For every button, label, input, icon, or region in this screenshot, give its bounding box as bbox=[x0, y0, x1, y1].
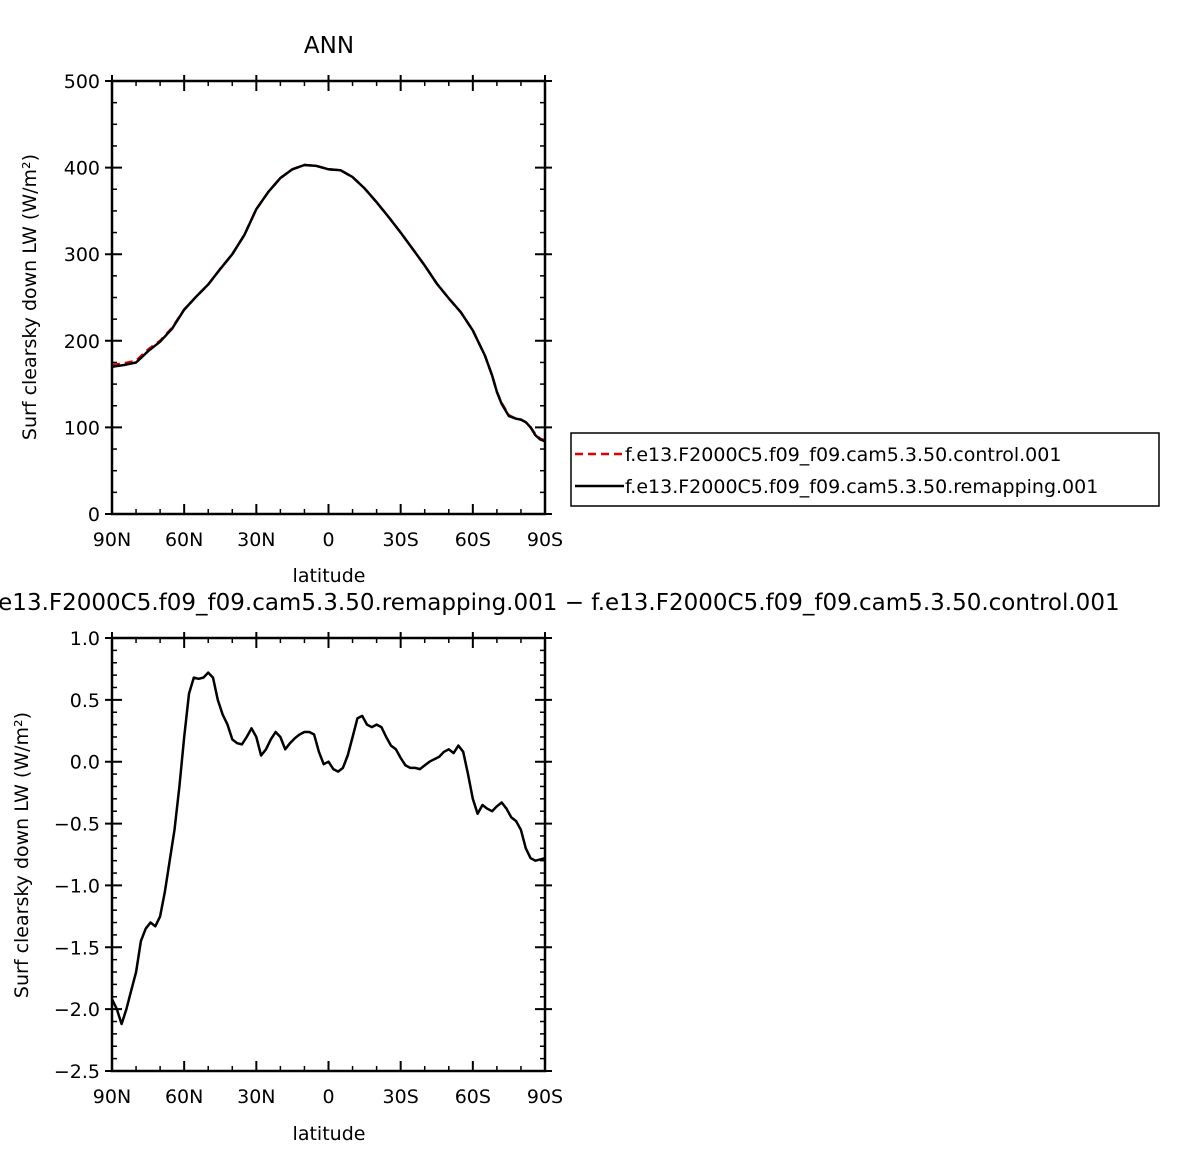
x-tick-label: 60N bbox=[165, 529, 203, 551]
series-line-f.e13.F2000C5.f09_f09.cam5.3.50.control.001 bbox=[111, 163, 546, 442]
legend-box bbox=[570, 432, 1160, 507]
y-tick-label: −2.5 bbox=[54, 1061, 100, 1083]
bottom-plot: f.e13.F2000C5.f09_f09.cam5.3.50.remappin… bbox=[0, 590, 1120, 1145]
y-tick-label: 0.0 bbox=[70, 752, 100, 774]
top-chart-title: ANN bbox=[304, 33, 354, 59]
top-plot-frame bbox=[110, 79, 547, 516]
bottom-x-tick-labels: 90N 60N 30N 0 30S 60S 90S bbox=[93, 1086, 563, 1108]
legend: f.e13.F2000C5.f09_f09.cam5.3.50.control.… bbox=[570, 432, 1160, 507]
y-tick-label: −2.0 bbox=[54, 999, 100, 1021]
bottom-series bbox=[110, 671, 546, 1026]
y-tick-label: 0.5 bbox=[70, 690, 100, 712]
bottom-x-axis-label: latitude bbox=[293, 1123, 366, 1145]
bottom-plot-frame bbox=[110, 636, 547, 1073]
top-plot: ANN 90N 60N 30N 0 30S 60S 90S 0 100 200 … bbox=[19, 33, 563, 587]
x-tick-label: 90N bbox=[93, 1086, 131, 1108]
top-series bbox=[111, 163, 546, 443]
x-tick-label: 90S bbox=[527, 529, 563, 551]
legend-entry-control: f.e13.F2000C5.f09_f09.cam5.3.50.control.… bbox=[625, 444, 1061, 466]
y-tick-label: −1.5 bbox=[54, 937, 100, 959]
bottom-y-axis-label: Surf clearsky down LW (W/m²) bbox=[11, 712, 33, 998]
top-x-axis-label: latitude bbox=[293, 565, 366, 587]
y-tick-label: 1.0 bbox=[70, 628, 100, 650]
x-tick-label: 60S bbox=[455, 529, 491, 551]
x-tick-label: 60N bbox=[165, 1086, 203, 1108]
y-tick-label: 100 bbox=[64, 417, 100, 439]
y-tick-label: 500 bbox=[64, 71, 100, 93]
x-tick-label: 90N bbox=[93, 529, 131, 551]
top-y-tick-labels: 0 100 200 300 400 500 bbox=[64, 71, 100, 526]
y-tick-label: −0.5 bbox=[54, 814, 100, 836]
y-tick-label: 0 bbox=[88, 504, 100, 526]
top-x-tick-labels: 90N 60N 30N 0 30S 60S 90S bbox=[93, 529, 563, 551]
y-tick-label: 300 bbox=[64, 244, 100, 266]
series-line-f.e13.F2000C5.f09_f09.cam5.3.50.remapping.001 bbox=[111, 163, 546, 443]
x-tick-label: 30N bbox=[237, 529, 275, 551]
x-tick-label: 30S bbox=[383, 529, 419, 551]
x-tick-label: 0 bbox=[322, 529, 334, 551]
top-y-axis-label: Surf clearsky down LW (W/m²) bbox=[19, 154, 41, 440]
top-ticks bbox=[105, 75, 552, 515]
x-tick-label: 60S bbox=[455, 1086, 491, 1108]
y-tick-label: 400 bbox=[64, 158, 100, 180]
x-tick-label: 90S bbox=[527, 1086, 563, 1108]
bottom-y-tick-labels: −2.5 −2.0 −1.5 −1.0 −0.5 0.0 0.5 1.0 bbox=[54, 628, 100, 1083]
y-tick-label: 200 bbox=[64, 331, 100, 353]
x-tick-label: 30N bbox=[237, 1086, 275, 1108]
series-line-difference bbox=[110, 671, 546, 1026]
x-tick-label: 30S bbox=[383, 1086, 419, 1108]
y-tick-label: −1.0 bbox=[54, 875, 100, 897]
x-tick-label: 0 bbox=[322, 1086, 334, 1108]
legend-entry-remapping: f.e13.F2000C5.f09_f09.cam5.3.50.remappin… bbox=[625, 476, 1098, 498]
bottom-chart-title: f.e13.F2000C5.f09_f09.cam5.3.50.remappin… bbox=[0, 590, 1120, 616]
